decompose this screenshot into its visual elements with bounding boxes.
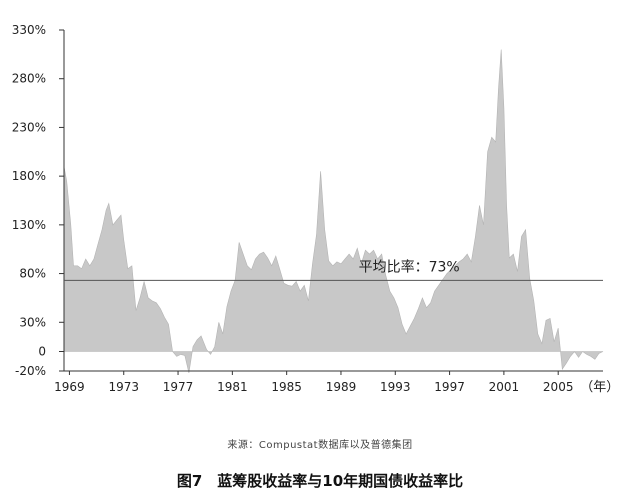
x-tick-label: 1985 (271, 380, 302, 394)
y-tick-label: 180% (12, 169, 46, 183)
x-tick-label: 1993 (380, 380, 411, 394)
y-tick-label: 30% (19, 315, 46, 329)
x-tick-label: 1969 (54, 380, 85, 394)
y-tick-label: 330% (12, 23, 46, 37)
y-axis-ticks: -20% 0 30% 80% 130% 180% 230% 280% 330% (12, 23, 64, 378)
y-tick-label: 280% (12, 72, 46, 86)
y-tick-label: 230% (12, 120, 46, 134)
figure-caption: 图7 蓝筹股收益率与10年期国债收益率比 (177, 472, 463, 490)
ratio-area-series (63, 49, 604, 373)
x-tick-label: 1977 (163, 380, 194, 394)
source-note: 来源：Compustat数据库以及普德集团 (227, 438, 412, 451)
x-axis-ticks: 1969 1973 1977 1981 1985 1989 1993 1997 2001 2005 (54, 371, 573, 394)
y-tick-label: 80% (19, 267, 46, 281)
x-tick-label: 2005 (543, 380, 574, 394)
plot-area (63, 49, 604, 373)
y-tick-label: -20% (15, 364, 46, 378)
x-tick-label: 1981 (217, 380, 248, 394)
average-line-label: 平均比率：73% (359, 258, 460, 275)
y-tick-label: 0 (38, 345, 46, 359)
x-tick-label: 1997 (434, 380, 465, 394)
y-tick-label: 130% (12, 218, 46, 232)
x-tick-label: 2001 (489, 380, 520, 394)
x-tick-label: 1989 (326, 380, 357, 394)
x-axis-unit-label: （年） (580, 380, 619, 395)
x-tick-label: 1973 (108, 380, 139, 394)
